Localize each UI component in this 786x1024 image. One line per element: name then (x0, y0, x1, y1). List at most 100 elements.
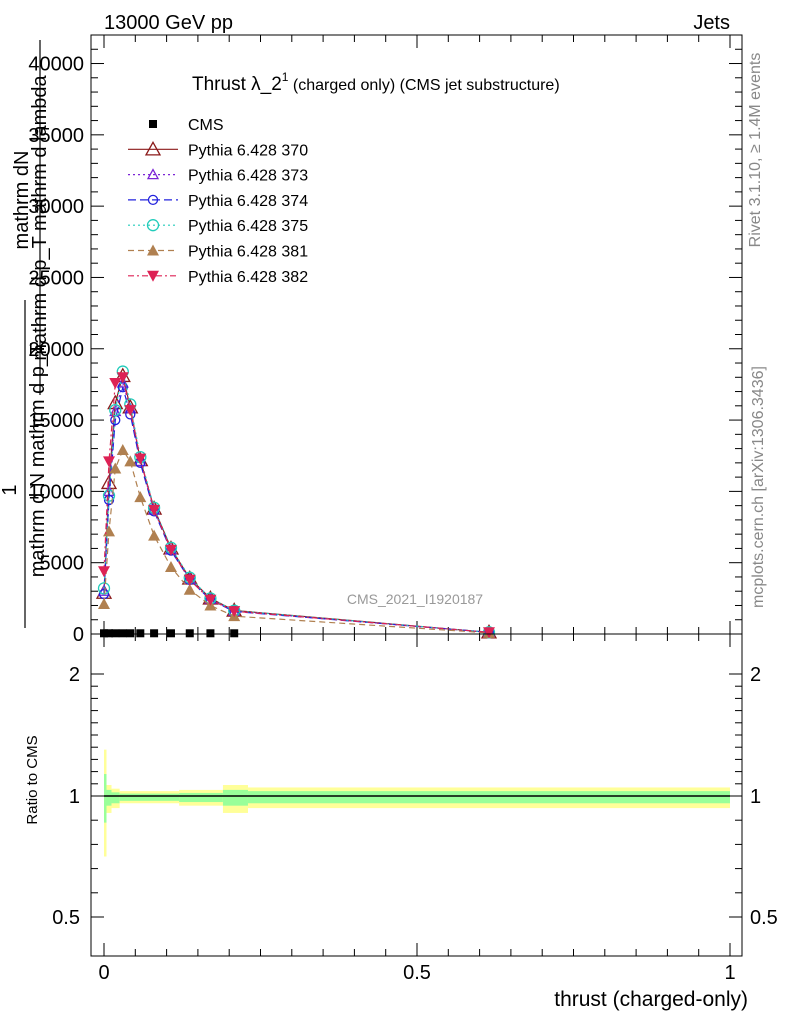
triangle-marker (134, 455, 147, 467)
header-left: 13000 GeV pp (104, 12, 233, 34)
y-tick-label: 25000 (28, 267, 84, 289)
legend-item: Pythia 6.428 370 (128, 140, 308, 159)
legend-item: Pythia 6.428 373 (128, 168, 308, 185)
rivet-label: Rivet 3.1.10, ≥ 1.4M events (747, 53, 764, 248)
circle-marker (102, 489, 116, 502)
y-tick-label: 0 (73, 624, 84, 646)
cms-marker (149, 120, 157, 128)
ratio-bands (104, 749, 731, 857)
triangle-down-marker (116, 372, 129, 384)
main-axes: 0 5000 10000 15000 20000 25000 30000 35000 40000 (28, 34, 742, 646)
ratio-inner-band (179, 792, 223, 803)
circle-marker (97, 582, 111, 595)
series-382 (98, 372, 495, 639)
triangle-down-marker (228, 606, 241, 618)
legend-label: CMS (188, 117, 224, 134)
triangle-down-marker (147, 270, 159, 282)
ylabel-denominator-bottom: mathrm d N mathrm d p_T (27, 343, 49, 578)
triangle-marker (103, 525, 116, 537)
triangle-down-marker (103, 456, 116, 468)
cms-marker (111, 629, 120, 638)
circle-marker (103, 494, 115, 506)
triangle-down-marker (109, 377, 122, 389)
triangle-down-marker (482, 627, 495, 639)
cms-marker (126, 629, 135, 638)
cms-marker (185, 629, 194, 638)
y-tick-label: 15000 (28, 410, 84, 432)
cms-marker (206, 629, 215, 638)
cms-marker (118, 629, 127, 638)
ratio-inner-band (111, 792, 120, 804)
ratio-panel: 0.5 0.5 1 1 2 2 0 0.5 1 Ratio to CMS thrust (cha… (24, 633, 778, 1011)
cms-marker (136, 629, 145, 638)
legend-label: Pythia 6.428 382 (188, 269, 308, 286)
ratio-inner-band (119, 793, 180, 801)
legend-label: Pythia 6.428 370 (188, 142, 308, 159)
mcplots-label: mcplots.cern.ch [arXiv:1306.3436] (750, 366, 767, 608)
y-axis-label: mathrm dN mathrm d p_T mathrm d lambda 1… (0, 40, 51, 628)
triangle-marker (144, 140, 162, 156)
cms-marker (150, 629, 159, 638)
triangle-marker (183, 583, 196, 595)
watermark: CMS_2021_I1920187 (347, 591, 483, 607)
circle-marker (109, 403, 122, 417)
legend-label: Pythia 6.428 373 (188, 168, 308, 185)
ratio-inner-band (247, 791, 731, 804)
plot-title-sup: 1 (282, 70, 289, 84)
triangle-marker (164, 560, 177, 572)
cms-marker (100, 629, 108, 638)
cms-marker (166, 629, 175, 638)
ratio-inner-band (222, 789, 248, 806)
x-tick-label: 0.5 (403, 962, 431, 984)
triangle-marker (146, 168, 160, 180)
triangle-marker (116, 444, 129, 456)
legend: CMS Pythia 6.428 370 Pythia 6.428 373 Pythi… (128, 117, 308, 286)
cms-marker (230, 629, 239, 638)
cms-marker (105, 629, 114, 638)
plot-title-rest: (charged only) (CMS jet substructure) (288, 77, 559, 94)
plot-title: Thrust λ_21 (charged only) (CMS jet subs… (192, 70, 560, 95)
triangle-marker (147, 244, 159, 256)
ratio-y-label: Ratio to CMS (24, 735, 41, 824)
ratio-y-tick-label-right: 1 (750, 786, 761, 808)
ratio-axes: 0.5 0.5 1 1 2 2 0 0.5 1 (52, 634, 778, 984)
circle-marker (146, 219, 160, 232)
legend-label: Pythia 6.428 381 (188, 244, 308, 261)
ratio-inner-band (104, 774, 107, 823)
ratio-inner-band (106, 789, 112, 806)
legend-label: Pythia 6.428 375 (188, 218, 308, 235)
main-panel: CMS_2021_I1920187 0 5000 10000 15000 20000 25… (0, 34, 743, 646)
legend-label: Pythia 6.428 374 (188, 193, 308, 210)
triangle-marker (98, 598, 110, 610)
series-cms (100, 629, 239, 638)
triangle-down-marker (124, 405, 137, 417)
legend-item: CMS (149, 117, 224, 134)
x-tick-label: 1 (724, 962, 735, 984)
y-tick-label: 35000 (28, 125, 84, 147)
series-line (103, 371, 490, 633)
legend-item: Pythia 6.428 375 (128, 218, 308, 235)
ratio-y-tick-label-left: 1 (69, 786, 80, 808)
triangle-marker (124, 455, 137, 467)
legend-item: Pythia 6.428 374 (128, 193, 308, 210)
ratio-y-tick-label-right: 2 (750, 664, 761, 686)
ratio-y-tick-label-left: 0.5 (52, 907, 80, 929)
triangle-down-marker (148, 504, 161, 516)
triangle-marker (148, 529, 161, 541)
main-series-layer (95, 365, 498, 639)
y-tick-label: 5000 (40, 553, 85, 575)
y-tick-label: 30000 (28, 196, 84, 218)
y-tick-label: 40000 (28, 54, 84, 76)
legend-item: Pythia 6.428 381 (128, 244, 308, 261)
y-tick-label: 20000 (28, 339, 84, 361)
triangle-down-marker (204, 594, 217, 606)
triangle-down-marker (183, 574, 196, 586)
triangle-down-marker (164, 544, 177, 556)
triangle-marker (109, 462, 122, 474)
y-tick-label: 10000 (28, 481, 84, 503)
legend-item: Pythia 6.428 382 (128, 269, 308, 286)
circle-marker (147, 194, 159, 206)
ratio-y-tick-label-left: 2 (69, 664, 80, 686)
ylabel-one: 1 (0, 484, 21, 495)
